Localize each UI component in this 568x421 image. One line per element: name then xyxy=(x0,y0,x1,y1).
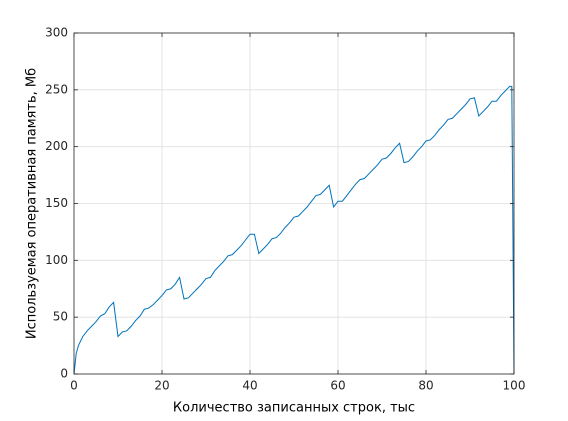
plot xyxy=(73,85,515,375)
y-tick-label: 50 xyxy=(53,310,68,324)
y-axis-label: Используемая оперативная память, Мб xyxy=(25,68,40,339)
x-tick-label: 60 xyxy=(330,379,345,393)
y-tick-label: 0 xyxy=(60,367,68,381)
y-tick-label: 250 xyxy=(45,82,68,96)
x-tick-label: 100 xyxy=(503,379,526,393)
x-tick-label: 40 xyxy=(242,379,257,393)
x-tick-label: 0 xyxy=(70,379,78,393)
data-line xyxy=(73,85,515,375)
y-tick-label: 300 xyxy=(45,26,68,40)
x-axis-label: Количество записанных строк, тыс xyxy=(173,401,415,416)
y-tick-label: 150 xyxy=(45,196,68,210)
y-tick-label: 100 xyxy=(45,253,68,267)
x-tick-label: 80 xyxy=(418,379,433,393)
x-tick-label: 20 xyxy=(154,379,169,393)
y-tick-label: 200 xyxy=(45,139,68,153)
